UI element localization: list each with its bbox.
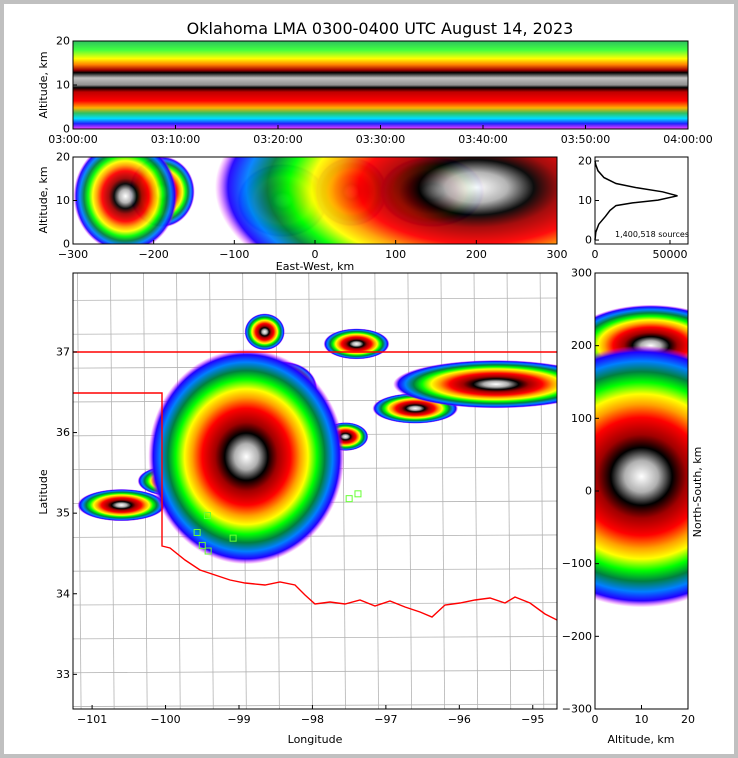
north-south-panel: North-South, km Altitude, km 0 10 20 −300 −2… [562,267,704,747]
histogram-line [594,160,678,241]
county-line [473,273,479,709]
state-border [73,351,557,621]
ns-density-core [595,345,688,608]
plan-view-xlabel: Longitude [288,733,343,746]
map-ytick-label: 34 [56,587,70,600]
plan-density-core [244,313,285,351]
ew-xtick-label: −100 [219,248,249,261]
lma-figure: Oklahoma LMA 0300-0400 UTC August 14, 20… [37,19,713,747]
plan-density-core [77,488,166,522]
map-ytick-label: 35 [56,507,70,520]
ns-ytick-label: 300 [571,267,592,280]
county-line [73,703,557,707]
county-line [506,273,512,709]
ns-ytick-label: 100 [571,412,592,425]
plan-density-core [323,328,390,360]
map-xtick-label: −96 [448,713,471,726]
map-ytick-label: 37 [56,345,70,358]
ns-ytick-label: 200 [571,339,592,352]
station-marker [193,529,201,537]
station-marker [204,547,212,555]
time-xtick-label: 03:20:00 [253,133,302,146]
time-height-density [73,41,688,129]
station-marker [345,495,353,503]
time-xtick-label: 03:30:00 [356,133,405,146]
ns-xtick-label: 10 [635,713,649,726]
figure-title: Oklahoma LMA 0300-0400 UTC August 14, 20… [187,19,574,38]
hist-xtick-label: 0 [592,248,599,261]
station-marker [198,541,206,549]
plan-view-frame [72,272,558,710]
plan-view-panel: Latitude Longitude −101 −100 −99 −98 −97 −96 −… [37,272,558,746]
map-xtick-label: −95 [521,713,544,726]
county-line [407,273,412,709]
east-west-panel: Altitude, km East-West, km −300 −200 −100 0… [37,151,568,274]
hist-xtick-label: 50000 [653,248,688,261]
ew-density-core [73,157,178,244]
hist-ytick-label: 0 [585,234,592,247]
map-xtick-label: −99 [227,713,250,726]
east-west-xlabel: East-West, km [276,260,354,273]
ew-ytick-label: 10 [56,194,70,207]
map-xtick-label: −100 [150,713,180,726]
ns-xtick-label: 0 [592,713,599,726]
county-borders [73,273,557,709]
county-line [73,297,557,301]
plan-density-core [148,349,345,565]
north-south-ylabel: North-South, km [691,447,704,538]
time-xtick-label: 03:10:00 [151,133,200,146]
hist-ytick-label: 20 [578,154,592,167]
ew-ytick-label: 20 [56,151,70,164]
map-xtick-label: −101 [77,713,107,726]
station-marker [203,512,211,520]
map-xtick-label: −97 [374,713,397,726]
ns-ytick-label: −200 [562,630,592,643]
time-xtick-label: 03:00:00 [48,133,97,146]
ns-ytick-label: 0 [585,485,592,498]
county-line [77,273,82,709]
ew-xtick-label: 300 [547,248,568,261]
hist-ytick-label: 10 [578,194,592,207]
ns-xtick-label: 20 [681,713,695,726]
county-line [440,273,446,709]
figure: Oklahoma LMA 0300-0400 UTC August 14, 20… [4,4,734,754]
ew-xtick-label: 200 [466,248,487,261]
county-line [73,331,557,335]
county-line [143,273,148,709]
ew-xtick-label: 0 [312,248,319,261]
time-ytick-label: 0 [63,123,70,136]
time-xtick-label: 04:00:00 [663,133,712,146]
county-line [73,568,557,572]
county-line [73,534,557,538]
east-west-ylabel: Altitude, km [37,166,50,233]
time-height-panel: Altitude, km 03:00:00 03:10:00 03:20:00 03:… [37,35,713,147]
county-line [73,669,557,674]
map-xtick-label: −98 [301,713,324,726]
map-ytick-label: 36 [56,426,70,439]
ew-density-core [215,157,557,244]
north-south-xlabel: Altitude, km [607,733,674,746]
county-line [539,273,545,709]
source-count-annotation: 1,400,518 sources [615,230,689,239]
ew-xtick-label: −300 [58,248,88,261]
ns-ytick-label: −100 [562,557,592,570]
ew-xtick-label: −200 [139,248,169,261]
time-ytick-label: 20 [56,35,70,48]
ns-ytick-label: −300 [562,703,592,716]
plan-density-core [393,360,557,409]
map-ytick-label: 33 [56,668,70,681]
station-marker [354,490,362,498]
station-marker [229,534,237,542]
ew-xtick-label: 100 [385,248,406,261]
ew-ytick-label: 0 [63,238,70,251]
plan-view-ylabel: Latitude [37,469,50,515]
time-ytick-label: 10 [56,79,70,92]
time-xtick-label: 03:50:00 [561,133,610,146]
county-line [73,636,557,640]
time-height-ylabel: Altitude, km [37,51,50,118]
time-xtick-label: 03:40:00 [458,133,507,146]
altitude-histogram-panel: 1,400,518 sources 0 50000 0 10 20 [578,154,689,261]
